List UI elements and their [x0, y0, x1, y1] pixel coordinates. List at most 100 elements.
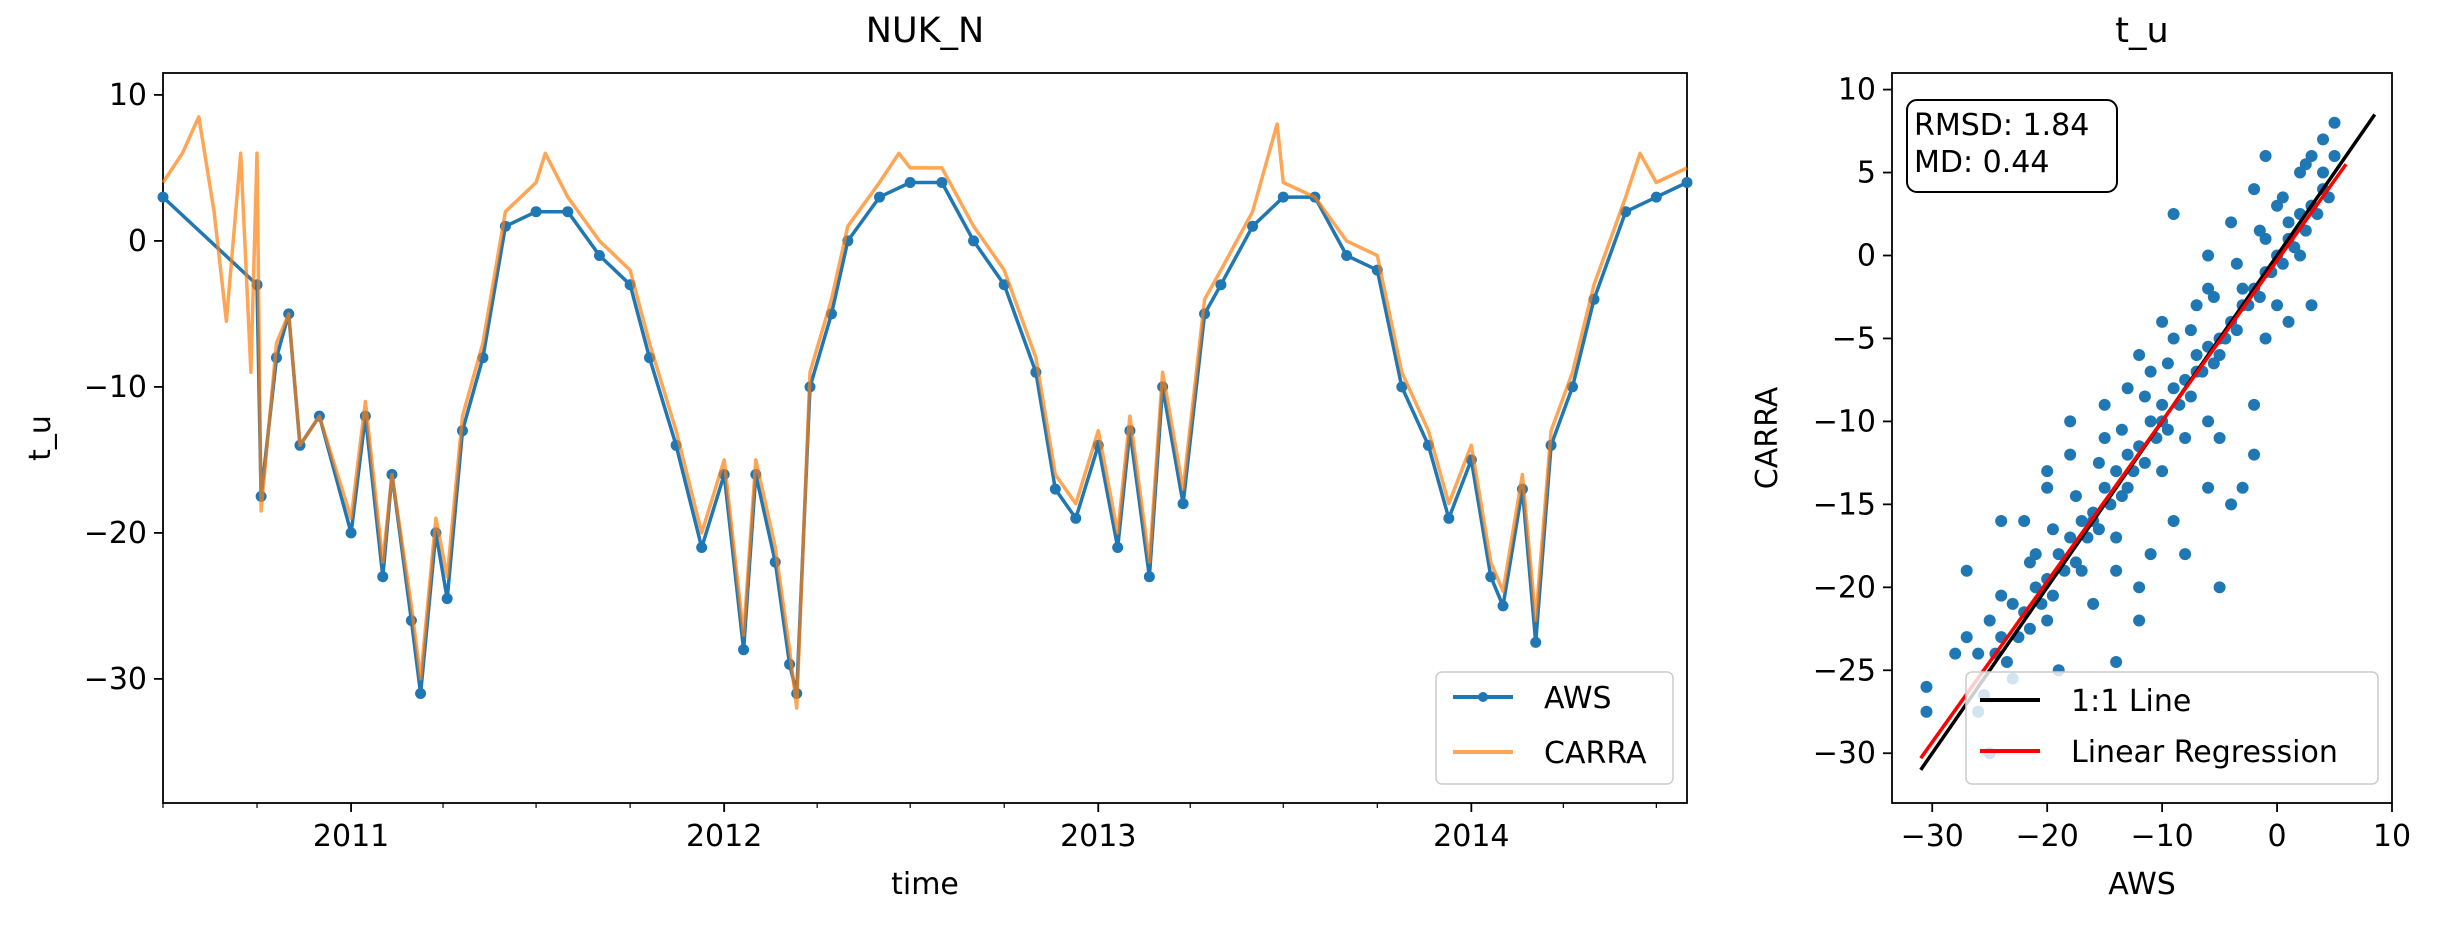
- scatter-point: [2317, 133, 2330, 146]
- scatter-point: [2018, 514, 2031, 527]
- scatter-point: [2253, 290, 2266, 303]
- scatter-point: [2161, 357, 2174, 370]
- series-point-aws: [1396, 381, 1408, 393]
- scatter-stats-box: RMSD: 1.84 MD: 0.44: [1906, 99, 2118, 193]
- scatter-point: [2110, 465, 2123, 478]
- series-line-carra: [161, 115, 1688, 710]
- timeseries-plot-area: [162, 72, 1688, 804]
- scatter-point: [2167, 382, 2180, 395]
- y-tick-label: −20: [1813, 570, 1876, 605]
- scatter-point: [2023, 556, 2036, 569]
- series-point-aws: [1177, 498, 1189, 510]
- scatter-point: [2098, 481, 2111, 494]
- series-point-aws: [904, 177, 916, 188]
- scatter-point: [2029, 581, 2042, 594]
- y-tick-label: 0: [128, 224, 147, 259]
- scatter-point: [1960, 564, 1973, 577]
- scatter-point: [2248, 398, 2261, 411]
- scatter-point: [2259, 332, 2272, 345]
- y-tick-label: −30: [1813, 736, 1876, 771]
- y-tick-label: 5: [1857, 156, 1876, 191]
- scatter-point: [2167, 514, 2180, 527]
- timeseries-y-ticks: 10 0 −10 −20 −30: [84, 78, 163, 697]
- scatter-point: [1972, 647, 1985, 660]
- scatter-point: [2328, 116, 2341, 129]
- scatter-point: [2202, 249, 2215, 262]
- scatter-point: [2156, 398, 2169, 411]
- series-point-aws: [1143, 571, 1155, 583]
- scatter-point: [2259, 149, 2272, 162]
- series-point-aws: [377, 571, 389, 583]
- scatter-point: [2069, 556, 2082, 569]
- scatter-point: [2167, 208, 2180, 221]
- scatter-point: [2288, 241, 2301, 254]
- scatter-point: [2271, 299, 2284, 312]
- scatter-lines: [1919, 113, 2377, 771]
- scatter-point: [2110, 531, 2123, 544]
- x-tick-label: −10: [2130, 819, 2193, 854]
- scatter-point: [2184, 324, 2197, 337]
- series-point-aws: [345, 527, 357, 539]
- scatter-point: [1920, 680, 1933, 693]
- scatter-point: [2282, 216, 2295, 229]
- series-point-aws: [936, 177, 948, 188]
- stats-rmsd: RMSD: 1.84: [1914, 108, 2089, 143]
- scatter-point: [1949, 647, 1962, 660]
- scatter-point: [2075, 514, 2088, 527]
- scatter-point: [2046, 523, 2059, 536]
- scatter-point: [2092, 523, 2105, 536]
- scatter-point: [2156, 465, 2169, 478]
- scatter-point: [2230, 324, 2243, 337]
- scatter-point: [2190, 299, 2203, 312]
- x-tick-label: 0: [2268, 819, 2287, 854]
- scatter-point: [2098, 398, 2111, 411]
- scatter-point: [2144, 548, 2157, 561]
- scatter-point: [2052, 548, 2065, 561]
- scatter-point: [2156, 315, 2169, 328]
- scatter-point: [2098, 432, 2111, 444]
- x-tick-label: 2014: [1433, 819, 1509, 854]
- scatter-y-ticks: 10 5 0 −5 −10 −15 −20 −25 −30: [1813, 73, 1892, 771]
- series-point-aws: [1485, 571, 1497, 583]
- scatter-point: [2110, 564, 2123, 577]
- x-tick-label: −20: [2016, 819, 2079, 854]
- scatter-point: [2069, 490, 2082, 503]
- scatter-point: [2115, 423, 2128, 436]
- series-point-aws: [1277, 191, 1289, 203]
- timeseries-panel: NUK_N 10 0 −10 −20 −30 2011 2012 2013 2014 time…: [23, 11, 1693, 902]
- scatter-point: [1995, 589, 2008, 602]
- y-tick-label: −20: [84, 516, 147, 551]
- scatter-point: [1960, 631, 1973, 644]
- legend-carra-label: CARRA: [1544, 736, 1647, 771]
- series-point-aws: [1247, 220, 1259, 232]
- scatter-point: [2138, 390, 2151, 403]
- scatter-point: [2092, 456, 2105, 469]
- scatter-point: [2144, 365, 2157, 378]
- regression-line: [1919, 163, 2348, 760]
- timeseries-x-label: time: [891, 867, 959, 902]
- scatter-title: t_u: [2115, 11, 2168, 51]
- scatter-point: [2276, 191, 2289, 204]
- series-point-aws: [1681, 177, 1693, 188]
- series-point-aws: [157, 191, 169, 203]
- y-tick-label: 0: [1857, 239, 1876, 274]
- legend-one-to-one-label: 1:1 Line: [2071, 684, 2191, 719]
- x-tick-label: −30: [1901, 819, 1964, 854]
- scatter-point: [1920, 705, 1933, 718]
- scatter-point: [1995, 514, 2008, 527]
- timeseries-title: NUK_N: [866, 11, 984, 51]
- scatter-point: [2317, 166, 2330, 179]
- series-point-aws: [874, 191, 886, 203]
- scatter-point: [2207, 357, 2220, 370]
- scatter-frame: [1891, 72, 2393, 804]
- scatter-point: [2328, 149, 2341, 162]
- scatter-point: [2064, 448, 2077, 461]
- stats-box-frame: [1906, 99, 2118, 193]
- y-tick-label: 10: [1838, 73, 1876, 108]
- timeseries-series: [157, 115, 1693, 710]
- scatter-point: [2276, 257, 2289, 270]
- scatter-point: [2167, 332, 2180, 345]
- scatter-point: [2202, 481, 2215, 494]
- series-point-aws: [968, 235, 980, 247]
